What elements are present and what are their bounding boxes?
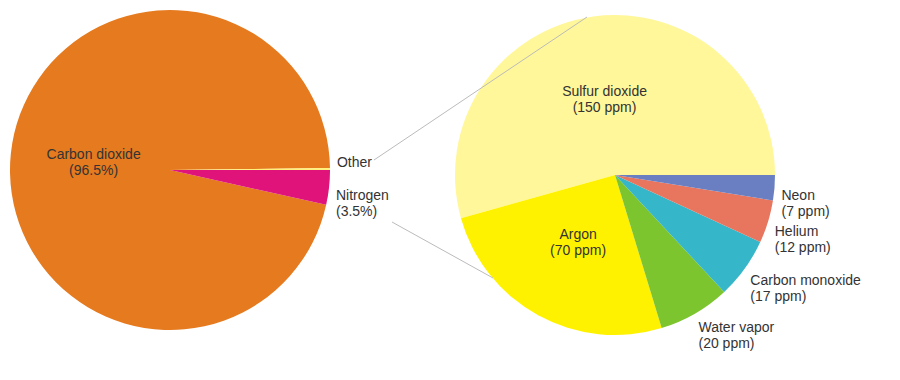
svg-text:Carbon monoxide(17 ppm): Carbon monoxide(17 ppm) (750, 272, 861, 304)
svg-text:Nitrogen(3.5%): Nitrogen(3.5%) (336, 187, 389, 219)
svg-text:Other: Other (337, 154, 372, 170)
svg-text:Neon(7 ppm): Neon(7 ppm) (781, 187, 829, 219)
svg-text:Water vapor(20 ppm): Water vapor(20 ppm) (699, 319, 775, 351)
svg-text:Sulfur dioxide(150 ppm): Sulfur dioxide(150 ppm) (562, 83, 647, 115)
svg-text:Carbon dioxide(96.5%): Carbon dioxide(96.5%) (47, 146, 141, 178)
svg-text:Argon(70 ppm): Argon(70 ppm) (550, 226, 606, 258)
svg-text:Helium(12 ppm): Helium(12 ppm) (775, 223, 831, 255)
